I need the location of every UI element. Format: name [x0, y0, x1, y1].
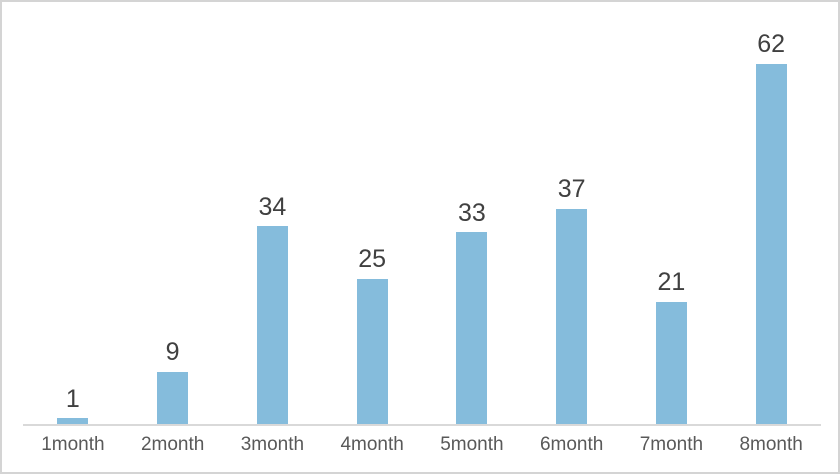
x-tick-8month: 8month [739, 434, 803, 455]
data-label-1month: 1 [65, 384, 80, 413]
x-axis-labels: 1month 2month 3month 4month 5month 6month 7mon… [23, 434, 821, 456]
data-label-6month: 37 [557, 175, 586, 204]
bar-4month [356, 278, 388, 424]
x-tick-1month: 1month [41, 434, 105, 455]
bar-6month [556, 208, 588, 424]
data-label-7month: 21 [657, 268, 686, 297]
x-tick-3month: 3month [240, 434, 305, 455]
x-tick-6month: 6month [539, 434, 604, 455]
bar-8month [755, 63, 787, 424]
bar-group-7month: 21 [622, 23, 722, 424]
bar-3month [256, 226, 288, 424]
x-tick-5month: 5month [440, 434, 504, 455]
plot-area: 1 9 34 25 33 37 21 62 [23, 23, 821, 426]
bar-group-6month: 37 [522, 23, 622, 424]
x-tick-7month: 7month [639, 434, 704, 455]
data-label-3month: 34 [258, 192, 287, 221]
bar-5month [456, 232, 488, 424]
bar-7month [655, 301, 687, 424]
bar-group-5month: 33 [422, 23, 522, 424]
x-tick-2month: 2month [140, 434, 205, 455]
bar-group-8month: 62 [721, 23, 821, 424]
bar-group-3month: 34 [223, 23, 323, 424]
data-label-2month: 9 [165, 338, 180, 367]
bar-group-4month: 25 [322, 23, 422, 424]
data-label-4month: 25 [358, 245, 387, 274]
data-label-8month: 62 [757, 30, 786, 58]
bar-group-1month: 1 [23, 23, 123, 424]
data-label-5month: 33 [457, 198, 486, 227]
x-tick-4month: 4month [340, 434, 404, 455]
bar-group-2month: 9 [123, 23, 223, 424]
bar-1month [57, 418, 89, 424]
bar-2month [157, 371, 189, 424]
